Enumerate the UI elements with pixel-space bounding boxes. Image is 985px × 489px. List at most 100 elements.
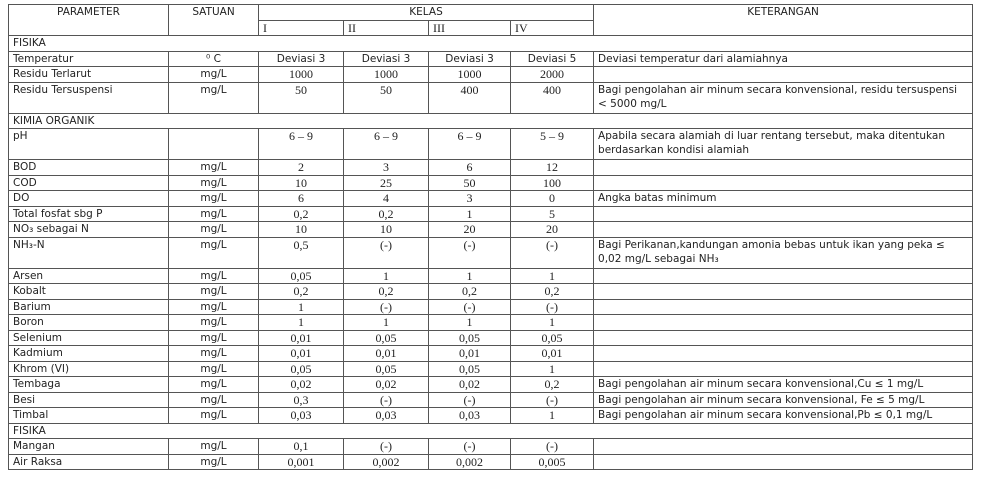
kelas-4-value: 0 [509,190,595,207]
kelas-2-value: 0,002 [343,453,429,470]
table-row: Temperatur ⁰ C Deviasi 3 Deviasi 3 Deviasi 3… [8,50,974,67]
kelas-1-value: 0,03 [258,407,344,424]
kelas-1-value: Deviasi 3 [258,50,344,67]
kelas-4-value: (-) [509,391,595,408]
kelas-3-value: 3 [428,190,511,207]
keterangan-cell [593,205,974,222]
kelas-1-value: 0,05 [258,360,344,377]
unit-cell: mg/L [168,345,259,362]
kelas-2-value: 0,2 [343,205,429,222]
keterangan-cell [593,267,974,284]
kelas-2-value: 0,02 [343,376,429,393]
unit-cell: mg/L [168,314,259,331]
table-row: Air Raksa mg/L 0,001 0,002 0,002 0,005 [8,453,974,470]
keterangan-cell [593,329,974,346]
kelas-2-value: 0,05 [343,329,429,346]
keterangan-cell [593,221,974,238]
kelas-3-value: 0,2 [428,283,511,300]
kelas-4-value: 0,2 [509,283,595,300]
kelas-2-value: 25 [343,174,429,191]
kelas-3-value: 0,01 [428,345,511,362]
section-title: FISIKA [7,422,974,439]
kelas-4-value: 0,01 [509,345,595,362]
section-row: FISIKA [7,422,974,439]
section-title: FISIKA [7,35,974,52]
kelas-2-value: 50 [343,81,429,114]
unit-cell: ⁰ C [168,50,259,67]
parameter-cell: NO₃ sebagai N [8,221,169,238]
kelas-2-value: (-) [343,438,429,455]
parameter-cell: Temperatur [8,50,169,67]
kelas-1-value: 0,05 [258,267,344,284]
kelas-2-value: (-) [343,391,429,408]
header-kelas-ii: II [343,19,429,36]
unit-cell: mg/L [168,81,259,114]
kelas-2-value: 0,2 [343,283,429,300]
kelas-3-value: 1 [428,205,511,222]
table-row: BOD mg/L 2 3 6 12 [8,159,974,176]
parameter-cell: Arsen [8,267,169,284]
keterangan-cell: Bagi pengolahan air minum secara konvens… [593,407,974,424]
unit-cell: mg/L [168,66,259,83]
kelas-2-value: 6 – 9 [343,128,429,160]
parameter-cell: COD [8,174,169,191]
kelas-2-value: 4 [343,190,429,207]
table-row: Residu Tersuspensi mg/L 50 50 400 400 Bagi pen… [8,81,974,114]
kelas-1-value: 1 [258,314,344,331]
unit-cell: mg/L [168,360,259,377]
header-kelas: KELAS [257,4,595,21]
keterangan-cell [593,314,974,331]
kelas-3-value: 0,002 [428,453,511,470]
kelas-1-value: 2 [258,159,344,176]
kelas-4-value: 100 [509,174,595,191]
keterangan-cell: Bagi pengolahan air minum secara konvens… [593,391,974,408]
kelas-1-value: 0,5 [258,236,344,269]
section-row: KIMIA ORGANIK [7,112,974,129]
kelas-2-value: 1 [343,267,429,284]
parameter-cell: Residu Terlarut [8,66,169,83]
kelas-1-value: 0,01 [258,345,344,362]
keterangan-cell: Angka batas minimum [593,190,974,207]
kelas-3-value: 0,05 [428,360,511,377]
kelas-1-value: 0,2 [258,283,344,300]
kelas-2-value: (-) [343,236,429,269]
kelas-3-value: (-) [428,391,511,408]
kelas-3-value: 1 [428,267,511,284]
kelas-1-value: 0,01 [258,329,344,346]
table-row: Kadmium mg/L 0,01 0,01 0,01 0,01 [8,345,974,362]
unit-cell: mg/L [168,174,259,191]
parameter-cell: pH [8,128,169,160]
parameter-cell: Boron [8,314,169,331]
kelas-3-value: Deviasi 3 [428,50,511,67]
unit-cell: mg/L [168,298,259,315]
kelas-3-value: 1 [428,314,511,331]
keterangan-cell [593,298,974,315]
table-row: Arsen mg/L 0,05 1 1 1 [8,267,974,284]
section-row: FISIKA [7,35,974,52]
keterangan-cell [593,159,974,176]
keterangan-cell [593,438,974,455]
kelas-1-value: 0,2 [258,205,344,222]
kelas-3-value: 1000 [428,66,511,83]
parameter-cell: Total fosfat sbg P [8,205,169,222]
parameter-cell: BOD [8,159,169,176]
parameter-cell: Khrom (VI) [8,360,169,377]
kelas-1-value: 0,02 [258,376,344,393]
kelas-3-value: 50 [428,174,511,191]
kelas-4-value: 1 [509,407,595,424]
table-row: Mangan mg/L 0,1 (-) (-) (-) [8,438,974,455]
header-keterangan: KETERANGAN [593,4,974,36]
kelas-4-value: 12 [509,159,595,176]
kelas-2-value: 0,03 [343,407,429,424]
section-title: KIMIA ORGANIK [7,112,974,129]
unit-cell: mg/L [168,205,259,222]
parameter-cell: Tembaga [8,376,169,393]
keterangan-cell [593,174,974,191]
header-kelas-i: I [258,19,344,36]
unit-cell: mg/L [168,453,259,470]
parameter-cell: NH₃-N [8,236,169,269]
kelas-1-value: 0,1 [258,438,344,455]
parameter-cell: Selenium [8,329,169,346]
